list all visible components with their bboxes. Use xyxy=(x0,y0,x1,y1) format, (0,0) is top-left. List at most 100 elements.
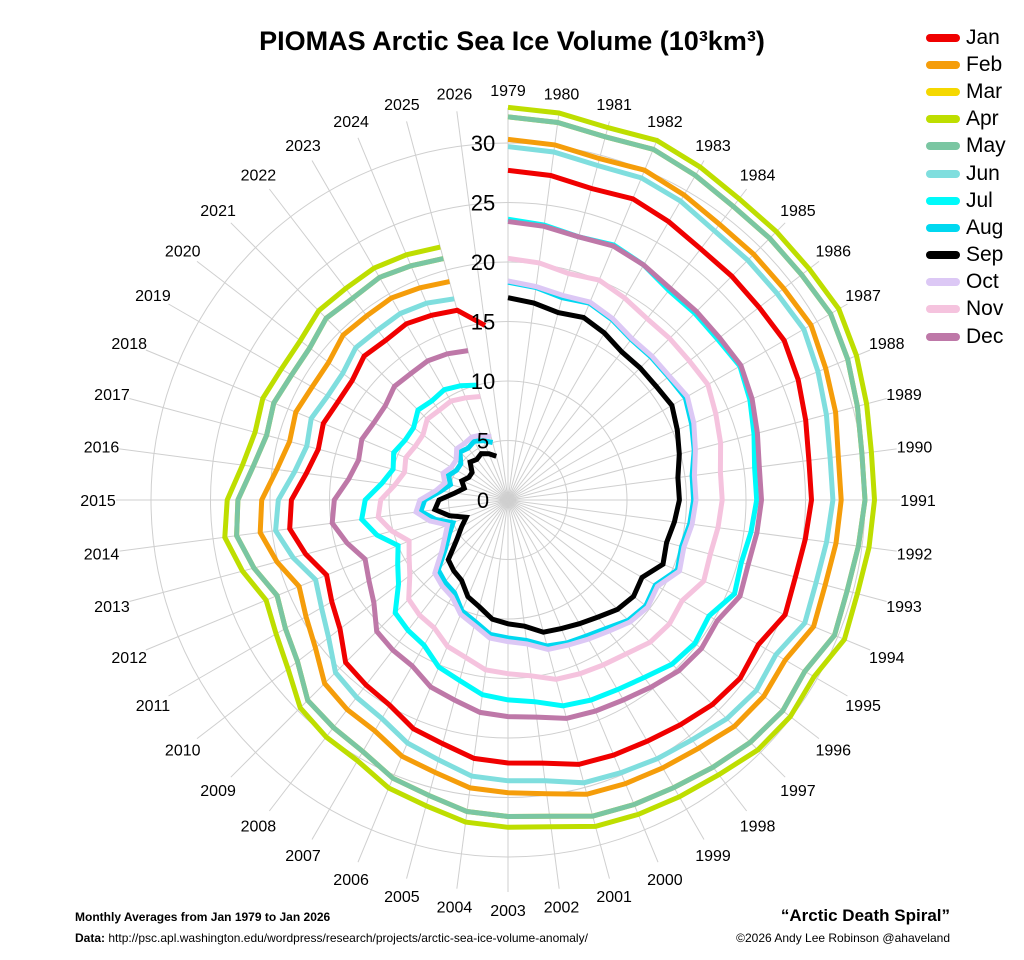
series-line-may xyxy=(234,114,868,820)
radial-tick-label: 25 xyxy=(471,191,495,216)
year-label: 2023 xyxy=(285,138,321,155)
legend-item-jan: Jan xyxy=(926,24,1006,51)
legend-swatch xyxy=(926,251,960,260)
legend-swatch xyxy=(926,142,960,151)
series-line-feb xyxy=(257,136,844,797)
year-label: 2026 xyxy=(437,87,473,104)
series-line-jan xyxy=(287,167,815,767)
grid-spoke xyxy=(507,499,705,840)
year-label: 2016 xyxy=(84,439,120,456)
grid-spoke xyxy=(507,260,820,501)
legend-label: Jun xyxy=(966,161,1000,185)
data-label: Data: xyxy=(75,931,106,945)
legend-swatch xyxy=(926,87,960,96)
year-label: 1983 xyxy=(695,138,731,155)
grid-spoke xyxy=(456,111,509,501)
grid-spoke xyxy=(507,499,786,778)
legend-item-dec: Dec xyxy=(926,323,1006,350)
legend: Jan Feb Mar Apr May Jun Jul Aug Sep Oct Nov Dec xyxy=(926,24,1006,350)
legend-label: Sep xyxy=(966,243,1004,267)
grid-spoke xyxy=(507,499,560,889)
year-label: 2017 xyxy=(94,387,130,404)
series-line-nov xyxy=(375,255,725,682)
grid-spoke xyxy=(145,349,509,501)
grid-spoke xyxy=(230,222,509,501)
legend-item-may: May xyxy=(926,133,1006,160)
series-line-jun xyxy=(273,144,836,786)
year-label: 2000 xyxy=(647,872,683,889)
year-label: 2014 xyxy=(84,547,120,564)
year-label: 1985 xyxy=(780,203,816,220)
radial-tick-label: 10 xyxy=(471,369,495,394)
legend-swatch xyxy=(926,169,960,178)
year-label: 1982 xyxy=(647,114,683,131)
grid-spoke xyxy=(507,499,820,740)
year-labels: 1979 1980 1981 1982 1983 1984 1985 1986 1987 1988… xyxy=(80,83,936,920)
radial-tick-label: 30 xyxy=(471,131,495,156)
year-label: 2007 xyxy=(285,848,321,865)
grid-spoke xyxy=(507,303,848,501)
radial-tick-label: 15 xyxy=(471,310,495,335)
year-label: 1981 xyxy=(596,97,632,114)
legend-label: Feb xyxy=(966,52,1003,76)
radial-tick-label: 5 xyxy=(477,429,489,454)
grid-spoke xyxy=(129,499,509,602)
grid-spoke xyxy=(406,499,509,879)
year-label: 2012 xyxy=(111,650,147,667)
year-label: 2001 xyxy=(596,889,632,906)
year-label: 1988 xyxy=(869,336,905,353)
legend-item-oct: Oct xyxy=(926,269,1006,296)
legend-item-jul: Jul xyxy=(926,187,1006,214)
footer-credit: ©2026 Andy Lee Robinson @ahaveland xyxy=(736,931,950,945)
year-label: 1995 xyxy=(845,698,881,715)
year-label: 1994 xyxy=(869,650,905,667)
legend-swatch xyxy=(926,223,960,232)
year-label: 2009 xyxy=(200,783,236,800)
series-line-oct xyxy=(413,278,699,652)
year-label: 2025 xyxy=(384,97,420,114)
year-label: 1984 xyxy=(740,168,776,185)
year-label: 1979 xyxy=(490,83,526,100)
year-label: 1999 xyxy=(695,848,731,865)
year-label: 2024 xyxy=(333,114,369,131)
legend-label: Nov xyxy=(966,297,1004,321)
grid-spoke xyxy=(507,222,786,501)
year-label: 2006 xyxy=(333,872,369,889)
legend-label: Jul xyxy=(966,188,993,212)
footer-data-source: Data: http://psc.apl.washington.edu/word… xyxy=(75,931,588,945)
series-lines xyxy=(222,104,878,830)
legend-label: May xyxy=(966,134,1006,158)
year-label: 2019 xyxy=(135,288,171,305)
grid-spoke xyxy=(507,160,705,501)
year-label: 1992 xyxy=(897,547,933,564)
year-label: 2015 xyxy=(80,493,116,510)
year-label: 2003 xyxy=(490,903,526,920)
year-label: 1980 xyxy=(544,87,580,104)
year-label: 2005 xyxy=(384,889,420,906)
radial-tick-label: 0 xyxy=(477,488,489,513)
year-label: 1990 xyxy=(897,439,933,456)
footer-subtitle: “Arctic Death Spiral” xyxy=(780,906,950,925)
grid-spoke xyxy=(507,499,871,651)
series-line-sep xyxy=(431,295,682,635)
year-label: 2022 xyxy=(241,168,277,185)
year-label: 1987 xyxy=(845,288,881,305)
grid-spoke xyxy=(507,499,897,552)
radial-tick-labels: 0 5 10 15 20 25 30 xyxy=(471,131,495,513)
legend-swatch xyxy=(926,60,960,69)
year-label: 2018 xyxy=(111,336,147,353)
legend-swatch xyxy=(926,332,960,341)
legend-swatch xyxy=(926,278,960,287)
series-line-apr xyxy=(222,104,878,830)
series-line-dec xyxy=(329,219,765,721)
legend-label: Jan xyxy=(966,25,1000,49)
year-label: 2021 xyxy=(200,203,236,220)
grid-spoke xyxy=(357,499,509,863)
grid-spoke xyxy=(268,499,509,812)
data-url[interactable]: http://psc.apl.washington.edu/wordpress/… xyxy=(108,931,588,945)
year-label: 1997 xyxy=(780,783,816,800)
year-label: 2020 xyxy=(165,243,201,260)
year-label: 2002 xyxy=(544,899,580,916)
legend-item-nov: Nov xyxy=(926,296,1006,323)
legend-swatch xyxy=(926,33,960,42)
